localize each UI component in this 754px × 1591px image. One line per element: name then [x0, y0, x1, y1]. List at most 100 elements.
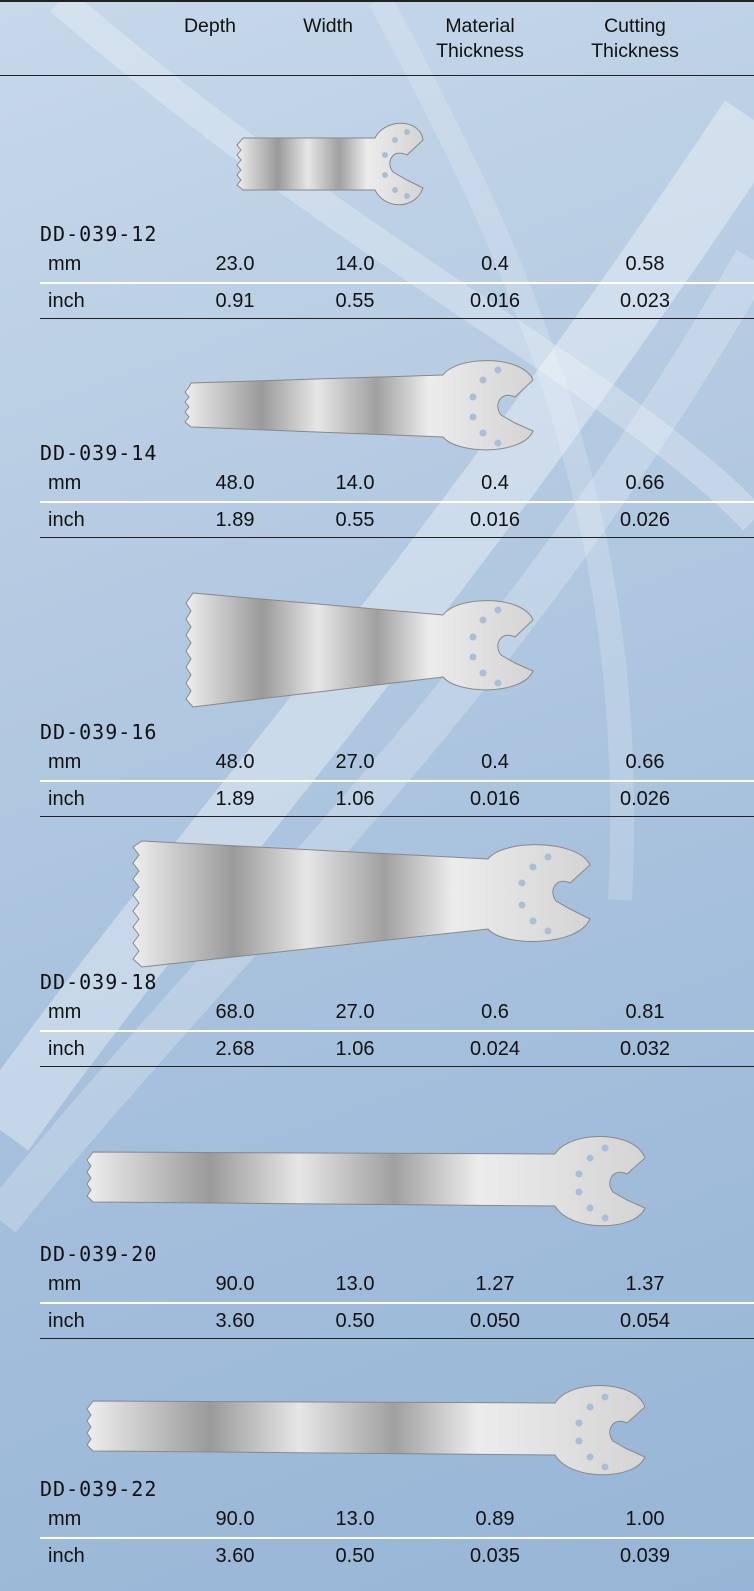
cell-material-thickness: 1.27	[475, 1273, 515, 1295]
row-divider	[40, 501, 754, 503]
cell-width: 0.55	[335, 290, 375, 312]
unit-label: inch	[48, 1545, 85, 1567]
cell-width: 1.06	[335, 1038, 375, 1060]
cell-width: 14.0	[335, 472, 375, 494]
cell-depth: 0.91	[215, 290, 255, 312]
cell-cutting-thickness: 0.032	[619, 1038, 671, 1060]
unit-label: inch	[48, 788, 85, 810]
cell-width: 0.55	[335, 509, 375, 531]
cell-width: 13.0	[335, 1273, 375, 1295]
row-divider	[40, 780, 754, 782]
unit-label: inch	[48, 290, 85, 312]
cell-depth: 48.0	[215, 751, 255, 773]
table-row-mm: mm 48.0 27.0 0.4 0.66	[40, 745, 754, 779]
header-depth: Depth	[183, 15, 237, 37]
saw-blade-image	[86, 1136, 646, 1227]
cell-width: 0.50	[335, 1545, 375, 1567]
cell-cutting-thickness: 1.00	[625, 1508, 665, 1530]
cell-depth: 68.0	[215, 1001, 255, 1023]
cell-material-thickness: 0.050	[469, 1310, 521, 1332]
top-rule	[0, 0, 754, 2]
row-divider	[40, 282, 754, 284]
table-row-inch: inch 0.91 0.55 0.016 0.023	[40, 284, 754, 319]
cell-cutting-thickness: 0.66	[625, 472, 665, 494]
cell-cutting-thickness: 0.054	[619, 1310, 671, 1332]
unit-label: mm	[48, 472, 82, 494]
saw-blade-image	[132, 840, 591, 968]
row-divider	[40, 1302, 754, 1304]
cell-depth: 1.89	[215, 788, 255, 810]
header-cutting-thickness: Cutting Thickness	[560, 14, 710, 64]
cell-width: 13.0	[335, 1508, 375, 1530]
cell-cutting-thickness: 1.37	[625, 1273, 665, 1295]
saw-blade-image	[184, 360, 534, 451]
cell-depth: 23.0	[215, 253, 255, 275]
blade-code: DD-039-12	[40, 222, 158, 246]
cell-depth: 90.0	[215, 1273, 255, 1295]
blade-section-dd-039-20: DD-039-20 mm 90.0 13.0 1.27 1.37 inch 3.…	[0, 1120, 754, 1360]
row-divider	[40, 1537, 754, 1539]
table-row-mm: mm 48.0 14.0 0.4 0.66	[40, 466, 754, 500]
blade-code: DD-039-20	[40, 1242, 158, 1266]
unit-label: mm	[48, 751, 82, 773]
cell-material-thickness: 0.89	[475, 1508, 515, 1530]
cell-material-thickness: 0.4	[481, 472, 509, 494]
table-row-inch: inch 3.60 0.50 0.050 0.054	[40, 1304, 754, 1339]
cell-cutting-thickness: 0.81	[625, 1001, 665, 1023]
table-row-mm: mm 90.0 13.0 0.89 1.00	[40, 1502, 754, 1536]
cell-depth: 90.0	[215, 1508, 255, 1530]
cell-material-thickness: 0.6	[481, 1001, 509, 1023]
cell-material-thickness: 0.016	[469, 509, 521, 531]
cell-material-thickness: 0.035	[469, 1545, 521, 1567]
cell-material-thickness: 0.016	[469, 290, 521, 312]
cell-depth: 1.89	[215, 509, 255, 531]
table-row-inch: inch 1.89 1.06 0.016 0.026	[40, 782, 754, 817]
table-row-mm: mm 90.0 13.0 1.27 1.37	[40, 1267, 754, 1301]
header-material-thickness-label: Material Thickness	[436, 15, 524, 62]
cell-cutting-thickness: 0.66	[625, 751, 665, 773]
cell-width: 27.0	[335, 751, 375, 773]
cell-cutting-thickness: 0.58	[625, 253, 665, 275]
cell-cutting-thickness: 0.023	[619, 290, 671, 312]
header-cutting-thickness-label: Cutting Thickness	[591, 15, 679, 62]
header-rule	[0, 75, 754, 76]
cell-width: 14.0	[335, 253, 375, 275]
cell-cutting-thickness: 0.026	[619, 509, 671, 531]
saw-blade-image	[236, 122, 424, 206]
unit-label: inch	[48, 1038, 85, 1060]
cell-depth: 48.0	[215, 472, 255, 494]
cell-material-thickness: 0.4	[481, 751, 509, 773]
blade-code: DD-039-14	[40, 441, 158, 465]
cell-depth: 2.68	[215, 1038, 255, 1060]
unit-label: mm	[48, 1273, 82, 1295]
table-row-mm: mm 68.0 27.0 0.6 0.81	[40, 995, 754, 1029]
table-row-inch: inch 2.68 1.06 0.024 0.032	[40, 1032, 754, 1067]
saw-blade-image	[86, 1385, 646, 1476]
header-width: Width	[303, 15, 353, 37]
cell-cutting-thickness: 0.039	[619, 1545, 671, 1567]
blade-code: DD-039-16	[40, 720, 158, 744]
cell-material-thickness: 0.016	[469, 788, 521, 810]
table-header: Depth Width Material Thickness Cutting T…	[0, 0, 754, 76]
cell-width: 0.50	[335, 1310, 375, 1332]
header-material-thickness: Material Thickness	[400, 14, 560, 64]
table-row-inch: inch 3.60 0.50 0.035 0.039	[40, 1539, 754, 1573]
blade-section-dd-039-12: DD-039-12 mm 23.0 14.0 0.4 0.58 inch 0.9…	[0, 110, 754, 320]
cell-width: 27.0	[335, 1001, 375, 1023]
saw-blade-image	[185, 592, 534, 708]
unit-label: inch	[48, 1310, 85, 1332]
cell-depth: 3.60	[215, 1545, 255, 1567]
table-row-inch: inch 1.89 0.55 0.016 0.026	[40, 503, 754, 538]
cell-material-thickness: 0.4	[481, 253, 509, 275]
unit-label: inch	[48, 509, 85, 531]
cell-material-thickness: 0.024	[469, 1038, 521, 1060]
blade-section-dd-039-14: DD-039-14 mm 48.0 14.0 0.4 0.66 inch 1.8…	[0, 355, 754, 565]
unit-label: mm	[48, 253, 82, 275]
blade-section-dd-039-16: DD-039-16 mm 48.0 27.0 0.4 0.66 inch 1.8…	[0, 585, 754, 835]
blade-code: DD-039-18	[40, 970, 158, 994]
row-divider	[40, 1030, 754, 1032]
blade-code: DD-039-22	[40, 1477, 158, 1501]
table-row-mm: mm 23.0 14.0 0.4 0.58	[40, 247, 754, 281]
cell-width: 1.06	[335, 788, 375, 810]
